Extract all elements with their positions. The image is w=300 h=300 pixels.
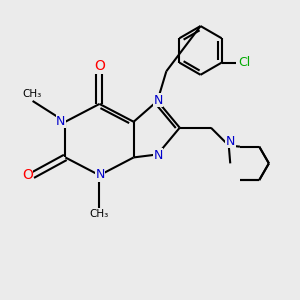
Text: O: O	[22, 168, 33, 182]
Text: N: N	[56, 115, 65, 128]
Text: Cl: Cl	[239, 56, 251, 69]
Text: CH₃: CH₃	[90, 209, 109, 220]
Text: N: N	[95, 168, 105, 181]
Text: N: N	[153, 94, 163, 107]
Text: O: O	[94, 59, 105, 73]
Text: CH₃: CH₃	[22, 89, 42, 99]
Text: N: N	[153, 148, 163, 162]
Text: N: N	[226, 135, 235, 148]
